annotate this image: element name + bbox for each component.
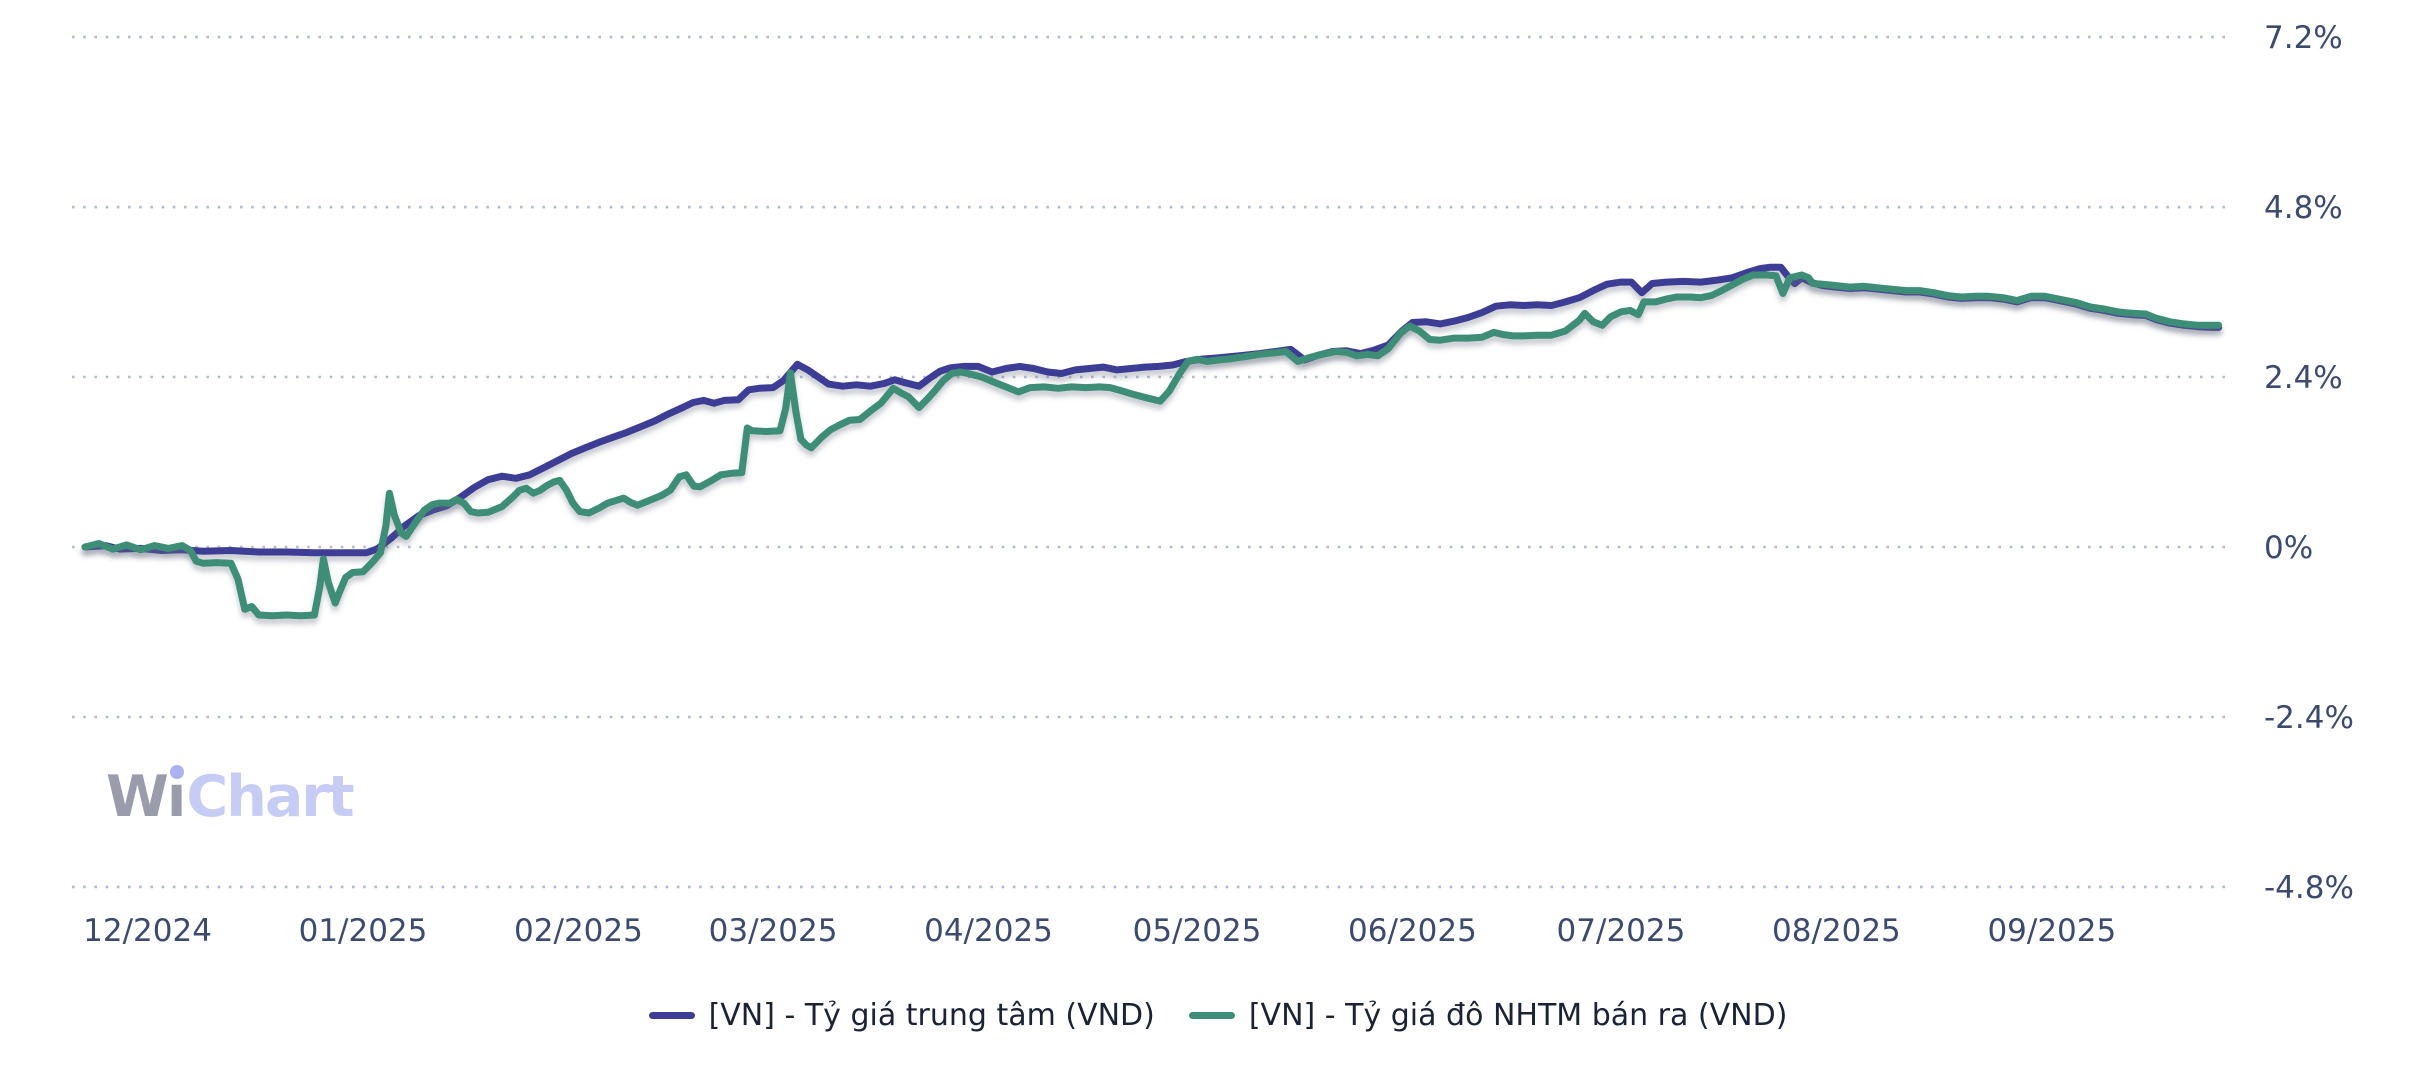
legend-swatch-ty-gia-trung-tam <box>648 1012 695 1019</box>
chart-legend: [VN] - Tỷ giá trung tâm (VND) [VN] - Tỷ … <box>0 998 2436 1033</box>
x-tick-label: 05/2025 <box>1133 913 1262 949</box>
x-tick-label: 12/2024 <box>83 913 212 949</box>
y-tick-label: -4.8% <box>2264 870 2354 906</box>
wichart-logo: WıChart <box>106 752 355 842</box>
wichart-logo-i: ı <box>166 764 186 830</box>
x-tick-label: 06/2025 <box>1348 913 1477 949</box>
x-tick-label: 09/2025 <box>1987 913 2116 949</box>
y-tick-label: 4.8% <box>2264 190 2343 226</box>
x-tick-label: 02/2025 <box>514 913 643 949</box>
x-tick-label: 08/2025 <box>1772 913 1901 949</box>
x-tick-label: 01/2025 <box>299 913 428 949</box>
legend-label-ty-gia-trung-tam: [VN] - Tỷ giá trung tâm (VND) <box>708 998 1155 1033</box>
x-tick-label: 07/2025 <box>1557 913 1686 949</box>
series-line-1[interactable] <box>81 271 2223 620</box>
y-tick-label: -2.4% <box>2264 700 2354 736</box>
exchange-rate-line-chart[interactable]: 7.2% 4.8% 2.4% 0% -2.4% -4.8% 12/2024 01/2025 02… <box>0 0 2436 990</box>
y-tick-label: 0% <box>2264 530 2313 566</box>
series-line-0[interactable] <box>81 263 2223 557</box>
legend-label-ty-gia-do-nhtm: [VN] - Tỷ giá đô NHTM bán ra (VND) <box>1248 998 1788 1033</box>
x-tick-label: 03/2025 <box>709 913 838 949</box>
legend-item-ty-gia-trung-tam[interactable]: [VN] - Tỷ giá trung tâm (VND) <box>648 998 1155 1033</box>
legend-item-ty-gia-do-nhtm[interactable]: [VN] - Tỷ giá đô NHTM bán ra (VND) <box>1188 998 1788 1033</box>
wichart-logo-w: W <box>106 764 169 830</box>
wichart-logo-chart: Chart <box>186 764 354 830</box>
y-tick-label: 7.2% <box>2264 20 2343 56</box>
x-tick-label: 04/2025 <box>924 913 1053 949</box>
wichart-logo-i-dot <box>170 765 184 779</box>
y-tick-label: 2.4% <box>2264 360 2343 396</box>
legend-swatch-ty-gia-do-nhtm <box>1188 1012 1235 1019</box>
